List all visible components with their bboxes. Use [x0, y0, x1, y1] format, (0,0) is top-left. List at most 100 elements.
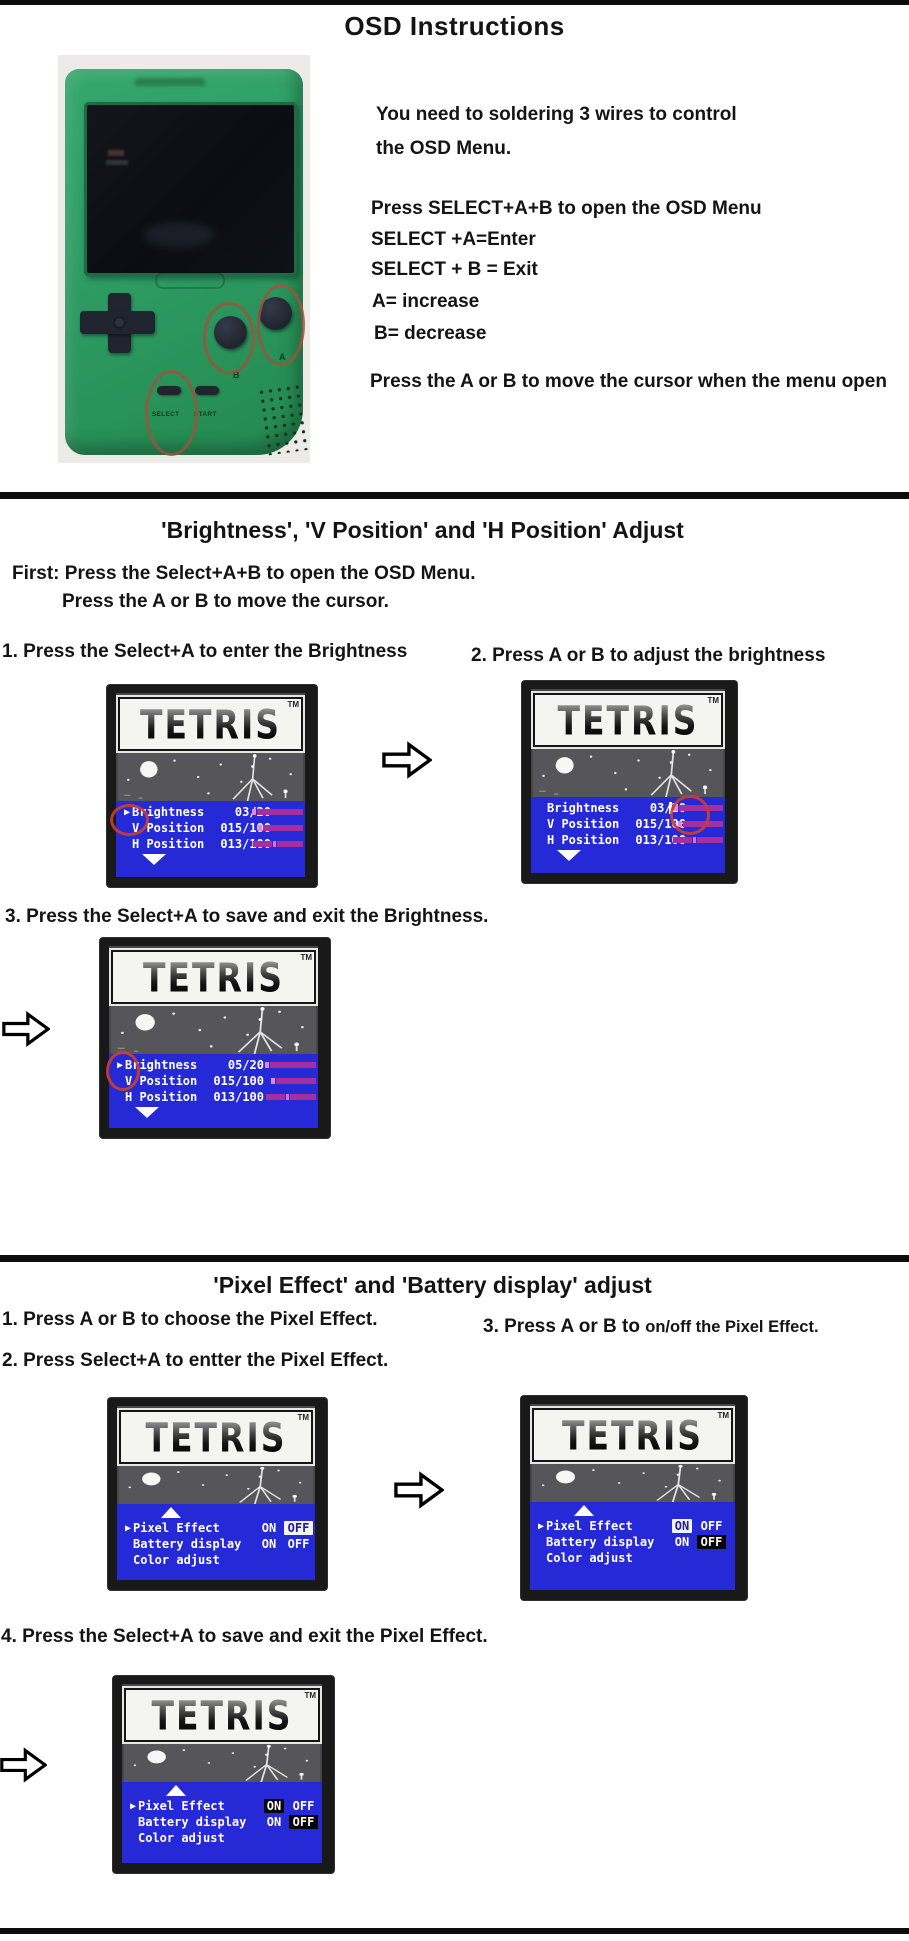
slider-bar — [258, 825, 303, 831]
intro-line: B= decrease — [374, 323, 487, 344]
osd-menu: ▶ Pixel Effect ON OFF Battery display ON… — [122, 1782, 322, 1863]
section-divider — [0, 1255, 909, 1262]
cursor-icon: ▶ — [538, 1520, 545, 1532]
gameboy-lcd: TETRIS TM ▶ Pixel Effect — [122, 1684, 322, 1863]
gameboy-lcd: TETRIS TM Brightness — [531, 689, 725, 873]
on-value: ON — [261, 1521, 277, 1535]
gameboy-shell: B A SELECT START — [65, 69, 310, 456]
section1-title: 'Brightness', 'V Position' and 'H Positi… — [161, 517, 684, 543]
slider-bar — [253, 841, 303, 847]
screen-reflection — [144, 222, 214, 248]
menu-row-color-adjust: Color adjust — [546, 1551, 633, 1565]
osd-screenshot-3: TETRIS TM ▶ Brightness — [100, 938, 330, 1138]
section2-step4: 4. Press the Select+A to save and exit t… — [1, 1626, 488, 1647]
top-border — [0, 0, 909, 5]
down-arrow-icon — [142, 854, 166, 865]
game-field — [532, 1464, 733, 1502]
on-value: ON — [674, 1535, 690, 1549]
annotation-circle-select — [145, 370, 198, 456]
down-arrow-icon — [135, 1107, 159, 1118]
section1-step1: 1. Press the Select+A to enter the Brigh… — [2, 641, 408, 662]
screen-mark — [108, 150, 124, 156]
gameboy-lcd: TETRIS TM ▶ Pixel Effect — [530, 1404, 735, 1590]
menu-row-battery-display: Battery display ON OFF — [530, 1534, 735, 1550]
gameboy-screen — [84, 102, 297, 276]
shell-oval-indent — [155, 272, 225, 289]
menu-row-battery-display: Battery display ON OFF — [117, 1536, 315, 1552]
tetris-logo-text: TETRIS — [561, 1411, 704, 1459]
section2-step2: 2. Press Select+A to entter the Pixel Ef… — [2, 1350, 389, 1371]
starfield-art — [532, 1464, 733, 1502]
trademark-label: TM — [300, 953, 312, 962]
intro-line: You need to soldering 3 wires to control — [376, 104, 737, 125]
menu-row-pixel-effect: ▶ Pixel Effect ON OFF — [122, 1798, 322, 1814]
section1-step3: 3. Press the Select+A to save and exit t… — [5, 906, 489, 927]
start-label: START — [194, 411, 217, 418]
tetris-logo-text: TETRIS — [139, 700, 282, 748]
tetris-logo: TETRIS TM — [532, 1408, 733, 1462]
dpad-center — [113, 316, 126, 329]
on-value: ON — [266, 1815, 282, 1829]
annotation-circle — [106, 1051, 140, 1091]
tetris-logo: TETRIS TM — [119, 1410, 313, 1464]
off-value: OFF — [292, 1799, 315, 1813]
menu-row-hposition: H Position 013/100 — [109, 1089, 318, 1105]
off-value: OFF — [287, 1537, 310, 1551]
up-arrow-icon — [574, 1505, 594, 1516]
menu-row-hposition: H Position 013/100 — [116, 836, 305, 852]
off-value: OFF — [284, 1521, 313, 1535]
menu-row-brightness: ▶ Brightness 05/20 — [109, 1057, 318, 1073]
trademark-label: TM — [297, 1413, 309, 1422]
starfield-art — [118, 753, 303, 801]
osd-screenshot-6: TETRIS TM ▶ Pixel Effect — [113, 1676, 334, 1873]
page-title: OSD Instructions — [344, 11, 565, 41]
right-arrow-icon — [2, 1011, 50, 1047]
right-arrow-icon — [0, 1747, 47, 1783]
tetris-logo: TETRIS TM — [118, 697, 303, 751]
starfield-art — [124, 1744, 320, 1782]
section1-intro2: Press the A or B to move the cursor. — [62, 591, 389, 612]
osd-screenshot-4: TETRIS TM ▶ Pixel Effect — [108, 1398, 327, 1590]
menu-row-vposition: V Position 015/100 — [116, 820, 305, 836]
tetris-logo-text: TETRIS — [145, 1413, 287, 1461]
annotation-circle — [110, 804, 149, 836]
intro-line: Press SELECT+A+B to open the OSD Menu — [371, 198, 762, 219]
bottom-border — [0, 1928, 909, 1934]
off-value: OFF — [289, 1815, 318, 1829]
tetris-logo: TETRIS TM — [111, 950, 316, 1004]
osd-menu: ▶ Pixel Effect ON OFF Battery display ON… — [117, 1504, 315, 1580]
slider-bar — [252, 809, 303, 815]
trademark-label: TM — [304, 1691, 316, 1700]
intro-line: SELECT +A=Enter — [371, 229, 536, 250]
on-value: ON — [261, 1537, 277, 1551]
intro-line: the OSD Menu. — [376, 138, 512, 159]
menu-row-battery-display: Battery display ON OFF — [122, 1814, 322, 1830]
starfield-art — [533, 749, 723, 797]
step3-prefix: 3. Press A or B to — [483, 1316, 646, 1337]
annotation-circle — [670, 795, 710, 835]
gameboy-lcd: TETRIS TM ▶ Brightness — [116, 693, 305, 877]
game-field — [124, 1744, 320, 1782]
osd-screenshot-1: TETRIS TM ▶ Brightness — [107, 685, 317, 887]
annotation-circle-a — [257, 284, 305, 366]
slider-bar — [271, 1078, 316, 1084]
trademark-label: TM — [707, 696, 719, 705]
menu-row-vposition: V Position 015/100 — [109, 1073, 318, 1089]
menu-row-pixel-effect: ▶ Pixel Effect ON OFF — [117, 1520, 315, 1536]
cursor-icon: ▶ — [130, 1800, 137, 1812]
cursor-icon: ▶ — [125, 1522, 132, 1534]
gameboy-photo: B A SELECT START — [58, 55, 310, 463]
menu-row-pixel-effect: ▶ Pixel Effect ON OFF — [530, 1518, 735, 1534]
starfield-art — [119, 1466, 313, 1504]
osd-screenshot-2: TETRIS TM Brightness — [522, 681, 737, 883]
menu-row-brightness: ▶ Brightness 03/20 — [116, 804, 305, 820]
on-value: ON — [264, 1799, 284, 1813]
screen-mark — [106, 160, 128, 165]
osd-menu: ▶ Pixel Effect ON OFF Battery display ON… — [530, 1502, 735, 1590]
right-arrow-icon — [394, 1471, 444, 1509]
step3-suffix: on/off the Pixel Effect. — [645, 1318, 819, 1336]
section1-intro1: First: Press the Select+A+B to open the … — [12, 563, 476, 584]
off-value: OFF — [700, 1519, 723, 1533]
shell-print — [135, 78, 205, 86]
